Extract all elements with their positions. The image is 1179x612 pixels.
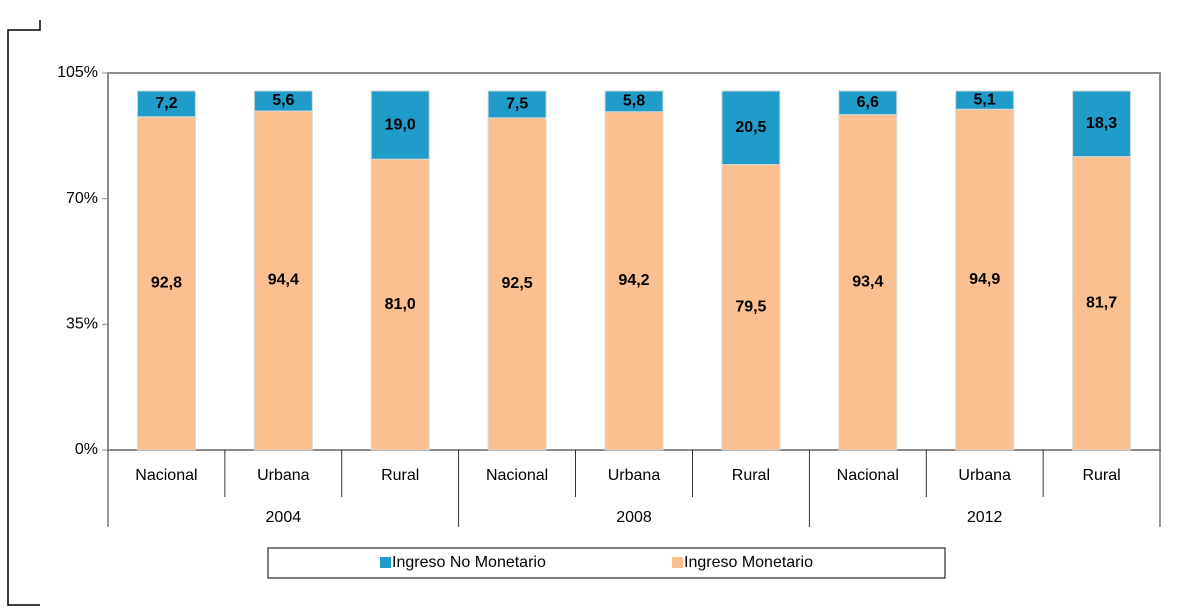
legend	[267, 547, 946, 579]
x-tick-label: Rural	[381, 467, 419, 484]
bar	[955, 108, 1015, 451]
bar	[487, 117, 547, 451]
legend-swatch	[672, 557, 683, 568]
value-label: 5,1	[974, 91, 996, 108]
y-tick-label: 105%	[57, 64, 98, 81]
x-tick-label: Urbana	[958, 467, 1011, 484]
y-tick-label: 35%	[66, 316, 98, 333]
legend-swatch	[380, 557, 391, 568]
bar	[370, 90, 430, 160]
value-label: 79,5	[735, 298, 766, 315]
x-tick-label: Rural	[732, 467, 770, 484]
x-tick-label: Rural	[1082, 467, 1120, 484]
value-label: 19,0	[385, 116, 416, 133]
value-label: 94,9	[969, 271, 1000, 288]
bar	[136, 116, 196, 451]
x-tick-label: Urbana	[257, 467, 310, 484]
value-label: 7,5	[506, 96, 528, 113]
bar	[838, 90, 898, 116]
value-label: 81,7	[1086, 295, 1117, 312]
value-label: 7,2	[155, 95, 177, 112]
bar	[370, 158, 430, 451]
bar	[1072, 90, 1132, 158]
bar	[136, 90, 196, 118]
value-label: 6,6	[857, 94, 879, 111]
group-label: 2012	[967, 509, 1003, 526]
value-label: 18,3	[1086, 115, 1117, 132]
bar	[721, 90, 781, 166]
bar	[253, 90, 313, 112]
value-label: 94,2	[618, 272, 649, 289]
bar	[955, 90, 1015, 110]
bar	[838, 114, 898, 451]
value-label: 5,6	[272, 92, 294, 109]
frame	[7, 20, 41, 606]
value-label: 94,4	[268, 272, 299, 289]
y-tick-label: 0%	[75, 441, 98, 458]
x-tick-label: Urbana	[608, 467, 661, 484]
group-label: 2004	[266, 509, 302, 526]
x-tick-label: Nacional	[135, 467, 197, 484]
value-label: 92,5	[502, 275, 533, 292]
legend-label: Ingreso No Monetario	[392, 554, 546, 571]
value-label: 92,8	[151, 275, 182, 292]
bar	[604, 90, 664, 113]
group-label: 2008	[616, 509, 652, 526]
bar	[604, 111, 664, 451]
value-label: 81,0	[385, 296, 416, 313]
value-label: 5,8	[623, 93, 645, 110]
bar	[721, 164, 781, 451]
value-label: 20,5	[735, 119, 766, 136]
legend-label: Ingreso Monetario	[684, 554, 813, 571]
bar	[1072, 156, 1132, 451]
x-tick-label: Nacional	[837, 467, 899, 484]
x-tick-label: Nacional	[486, 467, 548, 484]
value-label: 93,4	[852, 274, 883, 291]
bar	[487, 90, 547, 119]
y-tick-label: 70%	[66, 190, 98, 207]
